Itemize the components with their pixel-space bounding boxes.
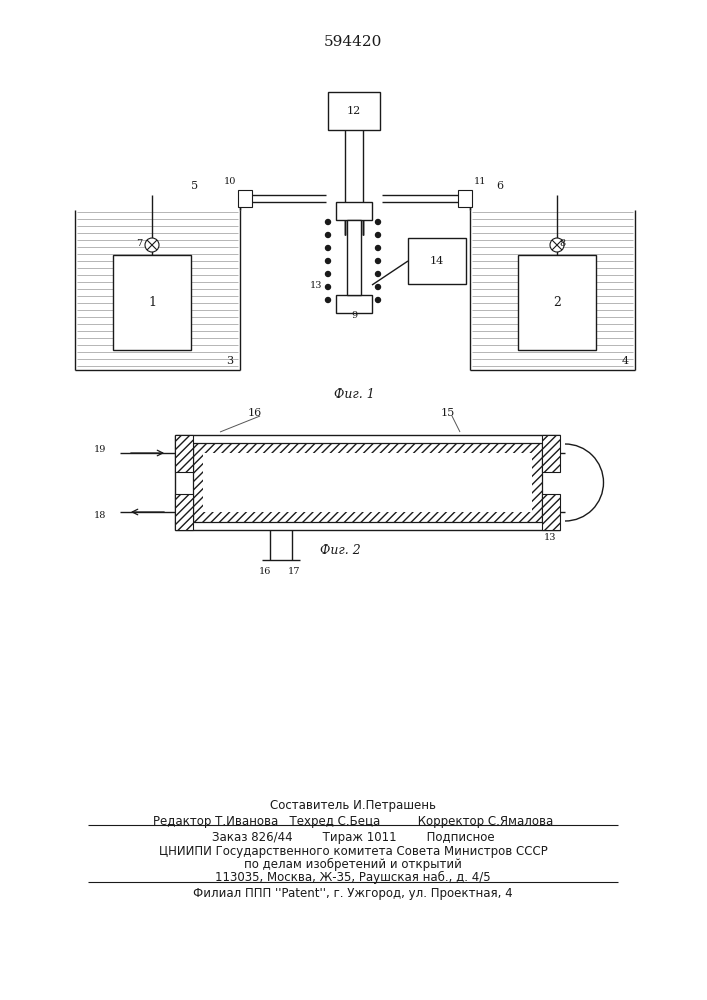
- Text: 3: 3: [226, 356, 233, 366]
- Text: 8: 8: [559, 239, 565, 248]
- Circle shape: [325, 232, 330, 237]
- Text: 14: 14: [430, 256, 444, 266]
- Text: 13: 13: [310, 280, 322, 290]
- Text: 13: 13: [544, 534, 556, 542]
- Bar: [336, 295, 372, 313]
- Text: 6: 6: [496, 181, 503, 191]
- Circle shape: [325, 271, 330, 276]
- Bar: [347, 220, 361, 295]
- Circle shape: [375, 220, 380, 225]
- Text: Филиал ППП ''Patent'', г. Ужгород, ул. Проектная, 4: Филиал ППП ''Patent'', г. Ужгород, ул. П…: [193, 886, 513, 900]
- Circle shape: [375, 245, 380, 250]
- Text: 18: 18: [94, 512, 106, 520]
- Text: 9: 9: [351, 310, 357, 320]
- Bar: [175, 493, 193, 530]
- Circle shape: [145, 238, 159, 252]
- Text: 17: 17: [288, 568, 300, 576]
- Bar: [238, 190, 252, 207]
- Circle shape: [375, 284, 380, 290]
- Text: Составитель И.Петрашень: Составитель И.Петрашень: [270, 798, 436, 812]
- Text: Редактор Т.Иванова   Техред С.Беца          Корректор С.Ямалова: Редактор Т.Иванова Техред С.Беца Коррект…: [153, 814, 553, 828]
- Bar: [518, 255, 596, 350]
- Bar: [542, 493, 560, 530]
- Text: 4: 4: [621, 356, 629, 366]
- Bar: [471, 211, 634, 369]
- Circle shape: [325, 298, 330, 302]
- Text: ЦНИИПИ Государственного комитета Совета Министров СССР: ЦНИИПИ Государственного комитета Совета …: [158, 844, 547, 857]
- Bar: [408, 238, 466, 284]
- Bar: [203, 453, 532, 512]
- Circle shape: [325, 258, 330, 263]
- Bar: [113, 255, 191, 350]
- Text: 11: 11: [474, 178, 486, 186]
- Bar: [542, 435, 560, 472]
- Text: Фиг. 2: Фиг. 2: [320, 544, 361, 556]
- Text: Заказ 826/44        Тираж 1011        Подписное: Заказ 826/44 Тираж 1011 Подписное: [211, 830, 494, 844]
- Text: 5: 5: [192, 181, 199, 191]
- Bar: [76, 211, 239, 369]
- Text: 2: 2: [553, 296, 561, 310]
- Text: 7: 7: [136, 239, 142, 248]
- Circle shape: [375, 232, 380, 237]
- Circle shape: [325, 284, 330, 290]
- Bar: [336, 202, 372, 220]
- Text: 113035, Москва, Ж-35, Раушская наб., д. 4/5: 113035, Москва, Ж-35, Раушская наб., д. …: [215, 870, 491, 884]
- Bar: [193, 443, 542, 522]
- Circle shape: [375, 271, 380, 276]
- Text: 12: 12: [347, 106, 361, 116]
- Bar: [458, 190, 472, 207]
- Circle shape: [325, 220, 330, 225]
- Text: 16: 16: [248, 408, 262, 418]
- Text: 1: 1: [148, 296, 156, 310]
- Circle shape: [375, 258, 380, 263]
- Circle shape: [325, 245, 330, 250]
- Circle shape: [550, 238, 564, 252]
- Text: 16: 16: [259, 568, 271, 576]
- Text: по делам изобретений и открытий: по делам изобретений и открытий: [244, 857, 462, 871]
- Bar: [328, 92, 380, 130]
- Text: 594420: 594420: [324, 35, 382, 49]
- Text: 10: 10: [224, 178, 236, 186]
- Text: Фиг. 1: Фиг. 1: [334, 387, 375, 400]
- Text: 19: 19: [94, 444, 106, 454]
- Bar: [175, 435, 193, 472]
- Text: 15: 15: [441, 408, 455, 418]
- Circle shape: [375, 298, 380, 302]
